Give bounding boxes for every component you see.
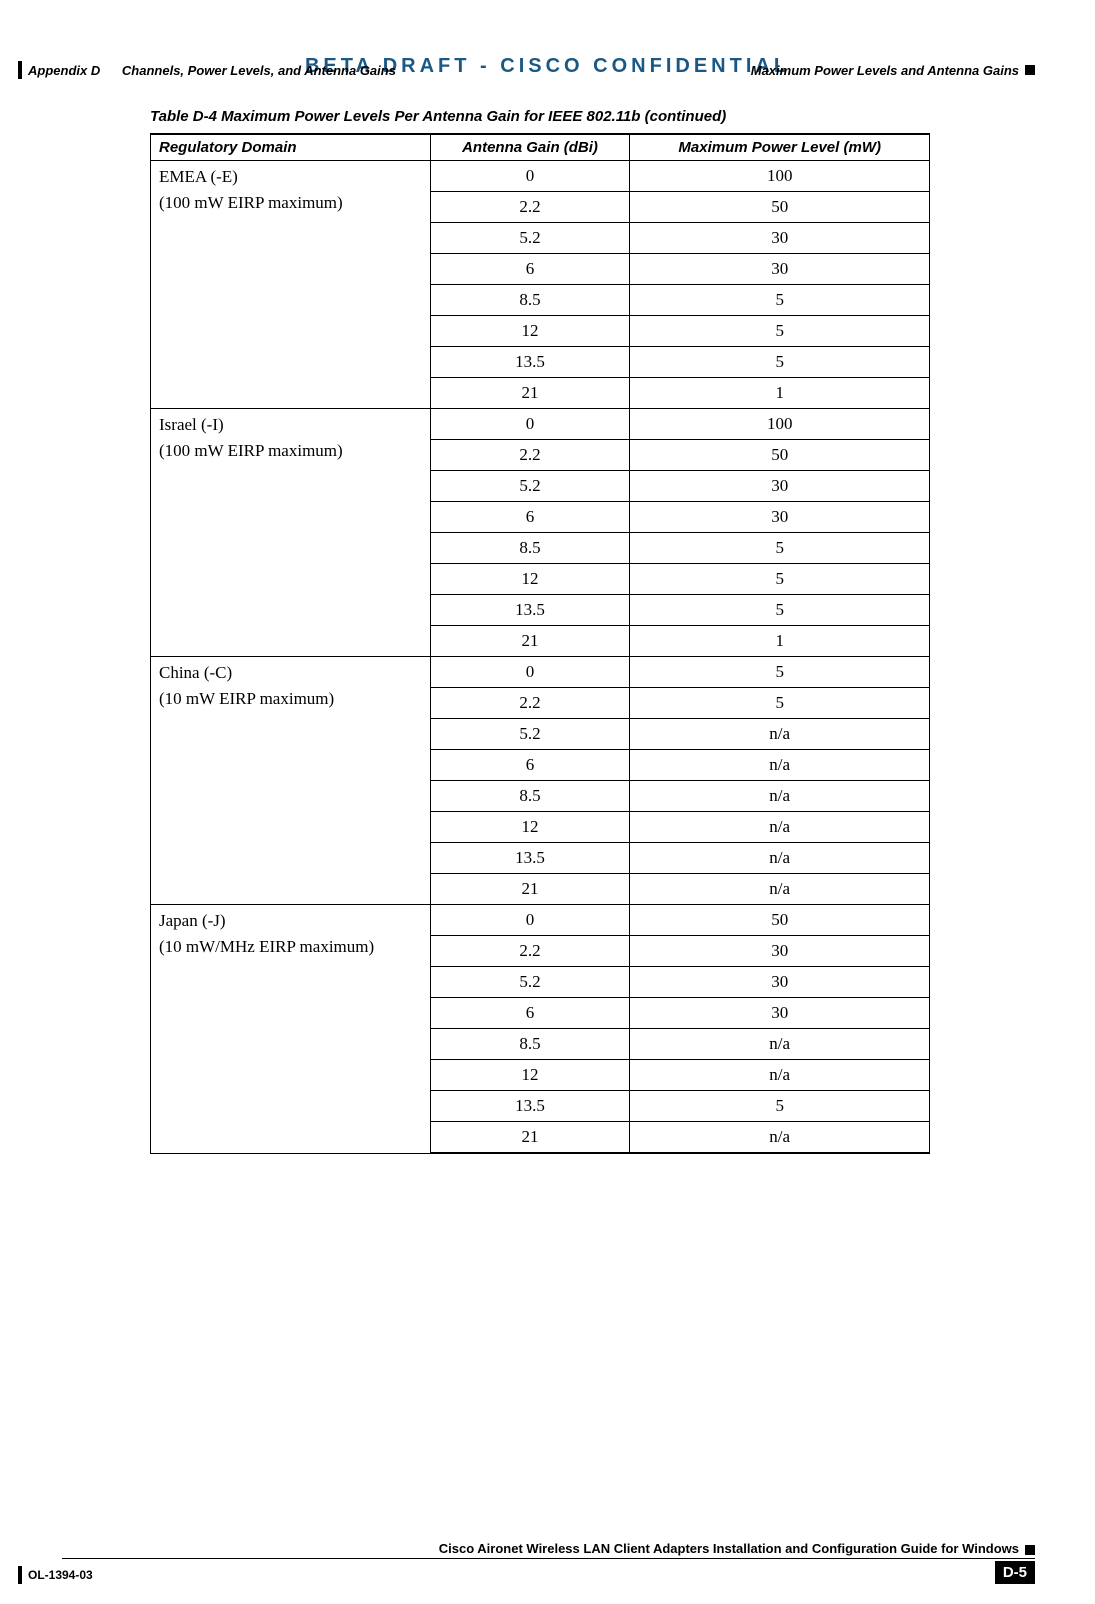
antenna-gain-cell: 2.2 <box>430 936 630 967</box>
antenna-gain-cell: 5.2 <box>430 967 630 998</box>
antenna-gain-cell: 6 <box>430 254 630 285</box>
max-power-cell: 50 <box>630 905 930 936</box>
table-header-row: Regulatory Domain Antenna Gain (dBi) Max… <box>151 134 930 161</box>
max-power-cell: 50 <box>630 440 930 471</box>
power-levels-table: Regulatory Domain Antenna Gain (dBi) Max… <box>150 133 930 1154</box>
chapter-label: Channels, Power Levels, and Antenna Gain… <box>122 63 396 78</box>
max-power-cell: 30 <box>630 471 930 502</box>
antenna-gain-cell: 2.2 <box>430 192 630 223</box>
antenna-gain-cell: 13.5 <box>430 595 630 626</box>
section-label: Maximum Power Levels and Antenna Gains <box>751 63 1019 78</box>
table-row: China (-C)(10 mW EIRP maximum)05 <box>151 657 930 688</box>
antenna-gain-cell: 21 <box>430 874 630 905</box>
max-power-cell: 5 <box>630 657 930 688</box>
col-regulatory-domain: Regulatory Domain <box>151 134 431 161</box>
antenna-gain-cell: 13.5 <box>430 347 630 378</box>
max-power-cell: 5 <box>630 285 930 316</box>
footer-square-icon <box>1025 1545 1035 1555</box>
max-power-cell: n/a <box>630 1029 930 1060</box>
max-power-cell: 5 <box>630 316 930 347</box>
page-header: Appendix D Channels, Power Levels, and A… <box>18 61 1035 79</box>
antenna-gain-cell: 8.5 <box>430 533 630 564</box>
antenna-gain-cell: 12 <box>430 812 630 843</box>
max-power-cell: n/a <box>630 750 930 781</box>
max-power-cell: 30 <box>630 502 930 533</box>
footer-right: D-5 <box>995 1561 1035 1584</box>
footer-doc-id: OL-1394-03 <box>28 1568 93 1582</box>
header-appendix: Appendix D Channels, Power Levels, and A… <box>28 63 396 78</box>
max-power-cell: n/a <box>630 1060 930 1091</box>
max-power-cell: 100 <box>630 409 930 440</box>
antenna-gain-cell: 2.2 <box>430 440 630 471</box>
appendix-label: Appendix D <box>28 63 100 78</box>
antenna-gain-cell: 8.5 <box>430 285 630 316</box>
max-power-cell: 30 <box>630 967 930 998</box>
antenna-gain-cell: 13.5 <box>430 843 630 874</box>
max-power-cell: 5 <box>630 688 930 719</box>
max-power-cell: 30 <box>630 998 930 1029</box>
max-power-cell: 30 <box>630 936 930 967</box>
max-power-cell: 1 <box>630 378 930 409</box>
table-row: Japan (-J)(10 mW/MHz EIRP maximum)050 <box>151 905 930 936</box>
footer-top-row: Cisco Aironet Wireless LAN Client Adapte… <box>18 1541 1035 1558</box>
max-power-cell: 100 <box>630 161 930 192</box>
antenna-gain-cell: 5.2 <box>430 719 630 750</box>
table-row: EMEA (-E)(100 mW EIRP maximum)0100 <box>151 161 930 192</box>
max-power-cell: 1 <box>630 626 930 657</box>
antenna-gain-cell: 0 <box>430 409 630 440</box>
footer-left: OL-1394-03 <box>18 1566 93 1584</box>
max-power-cell: 5 <box>630 595 930 626</box>
antenna-gain-cell: 0 <box>430 161 630 192</box>
antenna-gain-cell: 0 <box>430 905 630 936</box>
max-power-cell: 50 <box>630 192 930 223</box>
antenna-gain-cell: 21 <box>430 1122 630 1154</box>
antenna-gain-cell: 12 <box>430 1060 630 1091</box>
antenna-gain-cell: 5.2 <box>430 471 630 502</box>
max-power-cell: n/a <box>630 812 930 843</box>
table-body: EMEA (-E)(100 mW EIRP maximum)01002.2505… <box>151 161 930 1154</box>
max-power-cell: 30 <box>630 223 930 254</box>
header-bar-icon <box>18 61 22 79</box>
header-left: Appendix D Channels, Power Levels, and A… <box>18 61 396 79</box>
table-caption: Table D-4 Maximum Power Levels Per Anten… <box>150 108 1035 125</box>
header-square-icon <box>1025 65 1035 75</box>
max-power-cell: 5 <box>630 564 930 595</box>
max-power-cell: 5 <box>630 1091 930 1122</box>
regulatory-domain-cell: EMEA (-E)(100 mW EIRP maximum) <box>151 161 431 409</box>
max-power-cell: n/a <box>630 781 930 812</box>
col-max-power: Maximum Power Level (mW) <box>630 134 930 161</box>
antenna-gain-cell: 0 <box>430 657 630 688</box>
antenna-gain-cell: 21 <box>430 626 630 657</box>
antenna-gain-cell: 2.2 <box>430 688 630 719</box>
antenna-gain-cell: 21 <box>430 378 630 409</box>
footer-bar-icon <box>18 1566 22 1584</box>
regulatory-domain-cell: China (-C)(10 mW EIRP maximum) <box>151 657 431 905</box>
footer-content: OL-1394-03 D-5 <box>18 1561 1035 1584</box>
max-power-cell: 5 <box>630 347 930 378</box>
table-row: Israel (-I)(100 mW EIRP maximum)0100 <box>151 409 930 440</box>
col-antenna-gain: Antenna Gain (dBi) <box>430 134 630 161</box>
max-power-cell: 5 <box>630 533 930 564</box>
footer-line <box>62 1558 1035 1559</box>
antenna-gain-cell: 8.5 <box>430 1029 630 1060</box>
antenna-gain-cell: 5.2 <box>430 223 630 254</box>
regulatory-domain-cell: Japan (-J)(10 mW/MHz EIRP maximum) <box>151 905 431 1154</box>
max-power-cell: n/a <box>630 719 930 750</box>
antenna-gain-cell: 12 <box>430 564 630 595</box>
max-power-cell: 30 <box>630 254 930 285</box>
antenna-gain-cell: 6 <box>430 998 630 1029</box>
antenna-gain-cell: 6 <box>430 750 630 781</box>
antenna-gain-cell: 6 <box>430 502 630 533</box>
footer-page-number: D-5 <box>995 1561 1035 1584</box>
antenna-gain-cell: 12 <box>430 316 630 347</box>
max-power-cell: n/a <box>630 1122 930 1154</box>
antenna-gain-cell: 13.5 <box>430 1091 630 1122</box>
header-right: Maximum Power Levels and Antenna Gains <box>751 63 1035 78</box>
max-power-cell: n/a <box>630 843 930 874</box>
page-footer: Cisco Aironet Wireless LAN Client Adapte… <box>18 1541 1035 1584</box>
antenna-gain-cell: 8.5 <box>430 781 630 812</box>
max-power-cell: n/a <box>630 874 930 905</box>
regulatory-domain-cell: Israel (-I)(100 mW EIRP maximum) <box>151 409 431 657</box>
